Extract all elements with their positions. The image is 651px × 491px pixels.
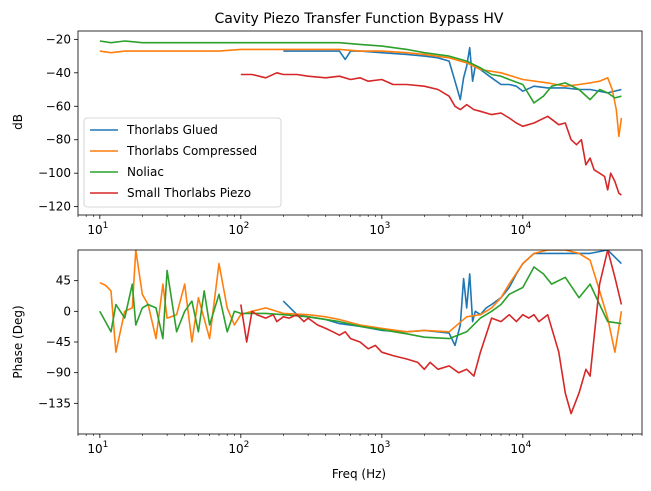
y-axis-label: dB bbox=[11, 114, 25, 130]
y-tick-label: −80 bbox=[46, 133, 71, 147]
series-line-thorlabs-compressed bbox=[99, 48, 623, 138]
y-tick-label: −90 bbox=[46, 366, 71, 380]
x-tick-label: 104 bbox=[510, 221, 531, 237]
y-tick-label: 0 bbox=[63, 304, 71, 318]
series-line-noliac bbox=[99, 266, 622, 340]
y-tick-label: −100 bbox=[38, 166, 71, 180]
x-tick-label: 104 bbox=[510, 440, 531, 456]
magnitude-plot-area bbox=[99, 40, 623, 196]
legend-label: Thorlabs Compressed bbox=[126, 144, 257, 158]
x-tick-label: 102 bbox=[228, 440, 249, 456]
legend-label: Small Thorlabs Piezo bbox=[127, 186, 251, 200]
y-tick-label: −20 bbox=[46, 32, 71, 46]
x-tick-label: 101 bbox=[87, 440, 108, 456]
chart-title: Cavity Piezo Transfer Function Bypass HV bbox=[215, 11, 504, 27]
legend: Thorlabs Glued Thorlabs Compressed Noliac S… bbox=[83, 117, 282, 208]
y-tick-label: −60 bbox=[46, 99, 71, 113]
series-line-thorlabs-glued bbox=[283, 46, 622, 101]
x-tick-label: 102 bbox=[228, 221, 249, 237]
y-axis-label: Phase (Deg) bbox=[11, 305, 25, 378]
legend-label: Noliac bbox=[127, 165, 164, 179]
magnitude-panel: Cavity Piezo Transfer Function Bypass HV… bbox=[11, 11, 643, 237]
series-line-thorlabs-compressed bbox=[99, 250, 623, 353]
series-line-small-thorlabs-piezo bbox=[240, 250, 623, 415]
series-line-thorlabs-glued bbox=[282, 250, 622, 347]
legend-frame bbox=[83, 117, 282, 208]
y-tick-label: −120 bbox=[38, 200, 71, 214]
y-tick-label: 45 bbox=[56, 274, 71, 288]
series-line-small-thorlabs-piezo bbox=[240, 72, 622, 196]
phase-panel: Phase (Deg) Freq (Hz) 101 102 103 104 45 0 −45… bbox=[11, 249, 643, 481]
phase-plot-area bbox=[99, 250, 623, 415]
legend-label: Thorlabs Glued bbox=[126, 123, 218, 137]
y-tick-label: −135 bbox=[38, 396, 71, 410]
y-tick-label: −45 bbox=[46, 335, 71, 349]
x-tick-label: 101 bbox=[87, 221, 108, 237]
series-line-noliac bbox=[99, 40, 622, 104]
y-tick-label: −40 bbox=[46, 66, 71, 80]
x-tick-label: 103 bbox=[369, 440, 390, 456]
x-axis-label: Freq (Hz) bbox=[332, 467, 386, 481]
x-tick-label: 103 bbox=[369, 221, 390, 237]
